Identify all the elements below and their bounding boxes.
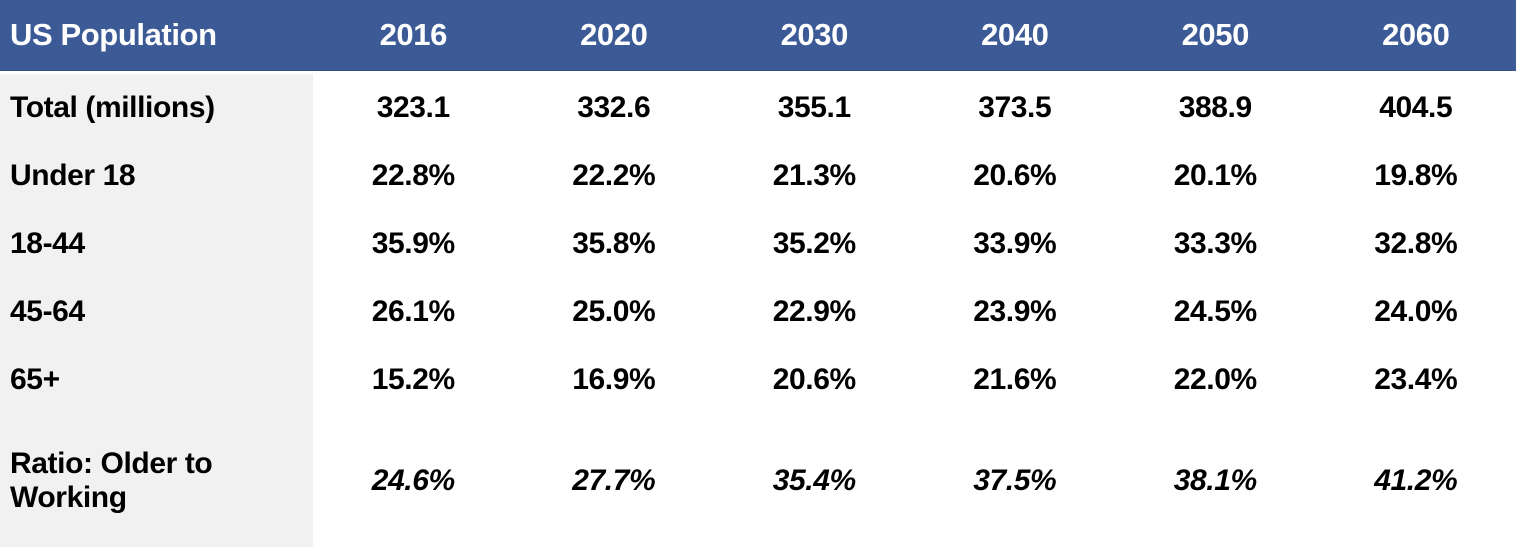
row-label: Total (millions) [0,74,313,142]
table-row-total: Total (millions) 323.1 332.6 355.1 373.5… [0,74,1516,142]
table-header-row: US Population 2016 2020 2030 2040 2050 2… [0,0,1516,71]
table-cell: 20.1% [1173,159,1257,192]
table-cell: 22.2% [572,159,656,192]
table-cell: 332.6 [577,91,651,124]
table-row-ratio-older-to-working: Ratio: Older to Working 24.6% 27.7% 35.4… [0,414,1516,547]
table-cell: 23.4% [1374,363,1458,396]
table-cell: 388.9 [1178,91,1252,124]
table-cell: 16.9% [572,363,656,396]
table-cell: 355.1 [777,91,851,124]
table-title: US Population [10,16,217,52]
table-cell: 21.6% [973,363,1057,396]
row-label: 18-44 [0,210,313,278]
table-cell: 404.5 [1379,91,1453,124]
table-cell: 32.8% [1374,227,1458,260]
table-cell: 15.2% [371,363,455,396]
table-cell: 37.5% [973,463,1057,497]
table-cell: 38.1% [1173,463,1257,497]
column-header-2030: 2030 [780,17,849,52]
table-row-65-plus: 65+ 15.2% 16.9% 20.6% 21.6% 22.0% 23.4% [0,346,1516,414]
table-cell: 41.2% [1374,463,1458,497]
table-cell: 35.8% [572,227,656,260]
header-divider [0,71,1516,74]
table-cell: 33.3% [1173,227,1257,260]
table-cell: 35.2% [772,227,856,260]
table-row-18-44: 18-44 35.9% 35.8% 35.2% 33.9% 33.3% 32.8… [0,210,1516,278]
row-label: 45-64 [0,278,313,346]
row-label: Ratio: Older to Working [0,414,313,547]
column-header-2060: 2060 [1382,17,1450,52]
table-cell: 20.6% [772,363,856,396]
table-cell: 22.8% [371,159,455,192]
table-cell: 27.7% [572,463,656,497]
row-label: Under 18 [0,142,313,210]
bottom-margin [0,547,1516,552]
table-cell: 33.9% [973,227,1057,260]
column-header-2016: 2016 [379,17,448,52]
table-cell: 24.6% [371,463,455,497]
table-cell: 26.1% [371,295,455,328]
table-cell: 373.5 [978,91,1052,124]
table-cell: 19.8% [1374,159,1458,192]
table-cell: 24.5% [1173,295,1257,328]
table-cell: 20.6% [973,159,1057,192]
table-cell: 22.0% [1173,363,1257,396]
table-cell: 35.9% [371,227,455,260]
table-cell: 323.1 [376,91,450,124]
table-cell: 25.0% [572,295,656,328]
table-cell: 23.9% [973,295,1057,328]
column-header-2040: 2040 [981,17,1049,52]
table-cell: 22.9% [772,295,856,328]
column-header-2020: 2020 [580,17,648,52]
table-cell: 35.4% [772,463,856,497]
table-cell: 21.3% [772,159,856,192]
table-cell: 24.0% [1374,295,1458,328]
row-label: 65+ [0,346,313,414]
table-row-45-64: 45-64 26.1% 25.0% 22.9% 23.9% 24.5% 24.0… [0,278,1516,346]
column-header-2050: 2050 [1181,17,1250,52]
table-row-under-18: Under 18 22.8% 22.2% 21.3% 20.6% 20.1% 1… [0,142,1516,210]
